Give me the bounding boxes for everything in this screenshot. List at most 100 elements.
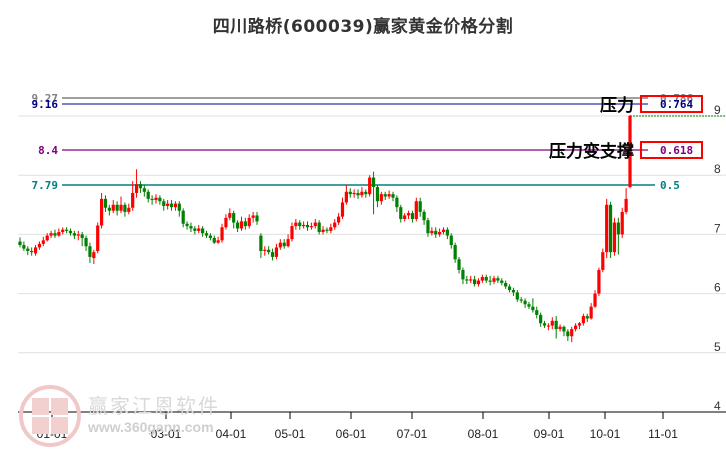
candle: [558, 324, 562, 332]
candle: [255, 211, 259, 225]
candle: [403, 213, 407, 222]
candle: [368, 175, 372, 197]
candle: [80, 232, 84, 247]
candle: [344, 184, 348, 205]
candle: [461, 267, 465, 285]
candle: [445, 227, 449, 240]
watermark-url: www.360gann.com: [88, 419, 214, 435]
candle: [550, 317, 554, 330]
candle: [96, 222, 100, 254]
chart-title: 四川路桥(600039)赢家黄金价格分割: [212, 17, 514, 37]
candle: [294, 219, 298, 230]
candle: [72, 230, 76, 240]
candle: [422, 209, 426, 225]
candle: [601, 248, 605, 273]
candle: [169, 200, 174, 211]
candle: [201, 226, 205, 237]
candle: [504, 280, 508, 289]
candle: [305, 221, 310, 231]
candle: [457, 256, 461, 274]
candle: [480, 274, 484, 283]
candle: [348, 188, 352, 198]
candle: [515, 290, 519, 302]
level-ratio-label: 0.618: [660, 144, 693, 157]
candle: [204, 230, 209, 238]
candle: [278, 239, 282, 250]
candle: [162, 198, 166, 211]
candle: [616, 217, 620, 255]
candle: [45, 233, 49, 242]
candle: [566, 329, 570, 341]
candle: [282, 239, 286, 249]
candle: [426, 217, 430, 237]
candle: [290, 222, 294, 242]
candle: [232, 210, 236, 229]
candle: [434, 227, 438, 238]
candle: [115, 201, 119, 216]
level-ratio-label: 0.5: [660, 179, 680, 192]
candle: [142, 184, 146, 197]
candle: [406, 210, 411, 220]
candle: [177, 201, 181, 217]
y-tick-label: 4: [714, 399, 721, 413]
candle: [99, 192, 104, 229]
watermark-name: 赢家江恩软件: [88, 394, 220, 418]
candle: [383, 191, 387, 201]
candle: [620, 207, 624, 238]
candle: [399, 204, 403, 223]
candle: [247, 214, 251, 229]
candle: [313, 219, 317, 229]
candle: [488, 275, 492, 286]
candle: [154, 194, 158, 204]
candle: [371, 171, 376, 215]
candle: [107, 204, 111, 216]
candle: [286, 234, 290, 248]
candle: [562, 325, 566, 337]
candle: [212, 235, 216, 244]
candle: [465, 275, 469, 285]
x-tick-label: 04-01: [216, 427, 247, 441]
candle: [270, 248, 275, 261]
ratio-box: [640, 141, 703, 159]
candle: [131, 181, 135, 211]
candle: [605, 198, 609, 259]
candle: [274, 243, 279, 260]
candle: [469, 275, 473, 283]
x-tick-label: 11-01: [648, 427, 678, 441]
candle: [92, 249, 96, 264]
x-tick-label: 01-01: [37, 427, 68, 441]
candle: [414, 197, 418, 222]
x-tick-label: 07-01: [397, 427, 428, 441]
candle: [523, 298, 527, 308]
candle: [531, 298, 535, 313]
y-tick-label: 8: [714, 162, 721, 176]
x-tick-label: 03-01: [151, 427, 182, 441]
candle: [597, 267, 601, 296]
candle: [333, 219, 337, 230]
candle: [22, 241, 26, 251]
candle: [387, 190, 391, 199]
candle: [624, 188, 628, 215]
candle: [570, 326, 574, 343]
candle: [476, 278, 481, 287]
candle: [235, 220, 240, 233]
candle: [185, 221, 189, 230]
candle: [41, 236, 45, 247]
x-axis: 01-01 03-01 04-01 05-01 06-01 07-01 08-01 09-01…: [18, 411, 726, 441]
candle: [33, 245, 38, 256]
candle: [507, 284, 512, 293]
candle: [593, 290, 597, 308]
candle: [84, 235, 88, 251]
candle: [26, 246, 30, 256]
candle: [37, 241, 42, 250]
candle: [181, 208, 185, 228]
candle: [298, 220, 302, 230]
candle: [418, 197, 422, 217]
y-tick-label: 9: [714, 103, 721, 117]
level-price-label: 7.79: [32, 179, 59, 192]
ratio-box: [640, 95, 703, 113]
candle: [472, 275, 477, 287]
candle: [364, 189, 368, 198]
